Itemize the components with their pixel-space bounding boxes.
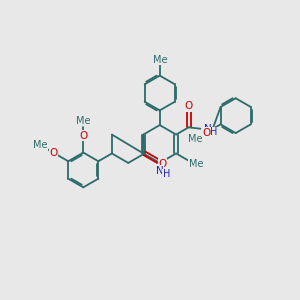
Text: O: O — [202, 128, 210, 138]
Text: Me: Me — [152, 55, 167, 65]
Text: H: H — [210, 127, 218, 137]
Text: Me: Me — [189, 159, 203, 169]
Text: Me: Me — [33, 140, 48, 150]
Text: O: O — [79, 131, 87, 141]
Text: O: O — [158, 159, 167, 169]
Text: O: O — [184, 101, 193, 111]
Text: N: N — [156, 166, 164, 176]
Text: O: O — [50, 148, 58, 158]
Text: Me: Me — [76, 116, 91, 126]
Text: N: N — [204, 124, 212, 134]
Text: Me: Me — [188, 134, 203, 144]
Text: H: H — [163, 169, 170, 179]
